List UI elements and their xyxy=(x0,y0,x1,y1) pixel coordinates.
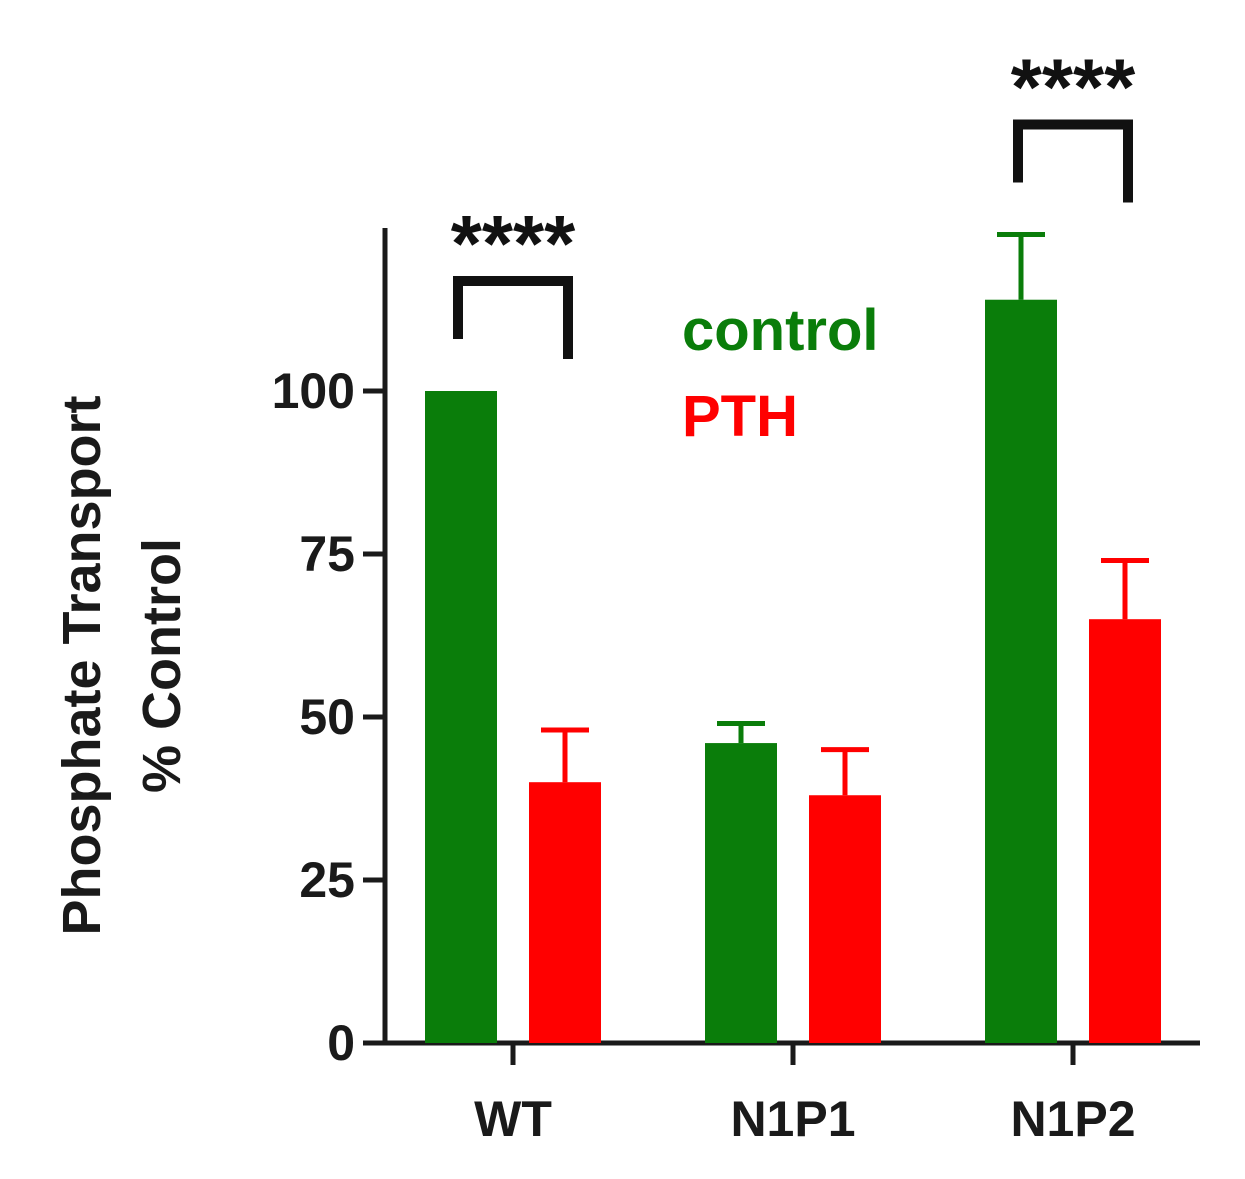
bar xyxy=(705,743,777,1043)
legend: control PTH xyxy=(682,298,879,449)
axes: 0 25 50 75 100 WT N1P1 N1P2 xyxy=(272,228,1200,1147)
significance-annotations: **** **** xyxy=(451,43,1136,359)
y-tick-label: 0 xyxy=(327,1015,355,1071)
significance-stars: **** xyxy=(1011,43,1136,132)
bar xyxy=(985,299,1057,1044)
x-tick-label: WT xyxy=(474,1091,552,1147)
y-tick-label: 25 xyxy=(299,852,355,908)
y-tick-label: 75 xyxy=(299,526,355,582)
y-axis-title: Phosphate Transport % Control xyxy=(52,395,192,935)
significance-stars: **** xyxy=(451,199,576,288)
bar xyxy=(809,795,881,1043)
bar xyxy=(1089,619,1161,1043)
significance-bracket xyxy=(453,276,573,359)
y-axis-title-line: Phosphate Transport xyxy=(52,395,112,935)
bar xyxy=(529,782,601,1043)
legend-entry: PTH xyxy=(682,384,798,449)
y-tick-label: 100 xyxy=(272,363,355,419)
bars xyxy=(425,232,1161,1044)
bar xyxy=(425,391,497,1043)
significance-bracket xyxy=(1013,119,1133,203)
legend-entry: control xyxy=(682,298,879,363)
x-tick-label: N1P1 xyxy=(730,1091,855,1147)
x-tick-label: N1P2 xyxy=(1010,1091,1135,1147)
y-tick-label: 50 xyxy=(299,689,355,745)
y-axis-title-line: % Control xyxy=(132,538,192,793)
